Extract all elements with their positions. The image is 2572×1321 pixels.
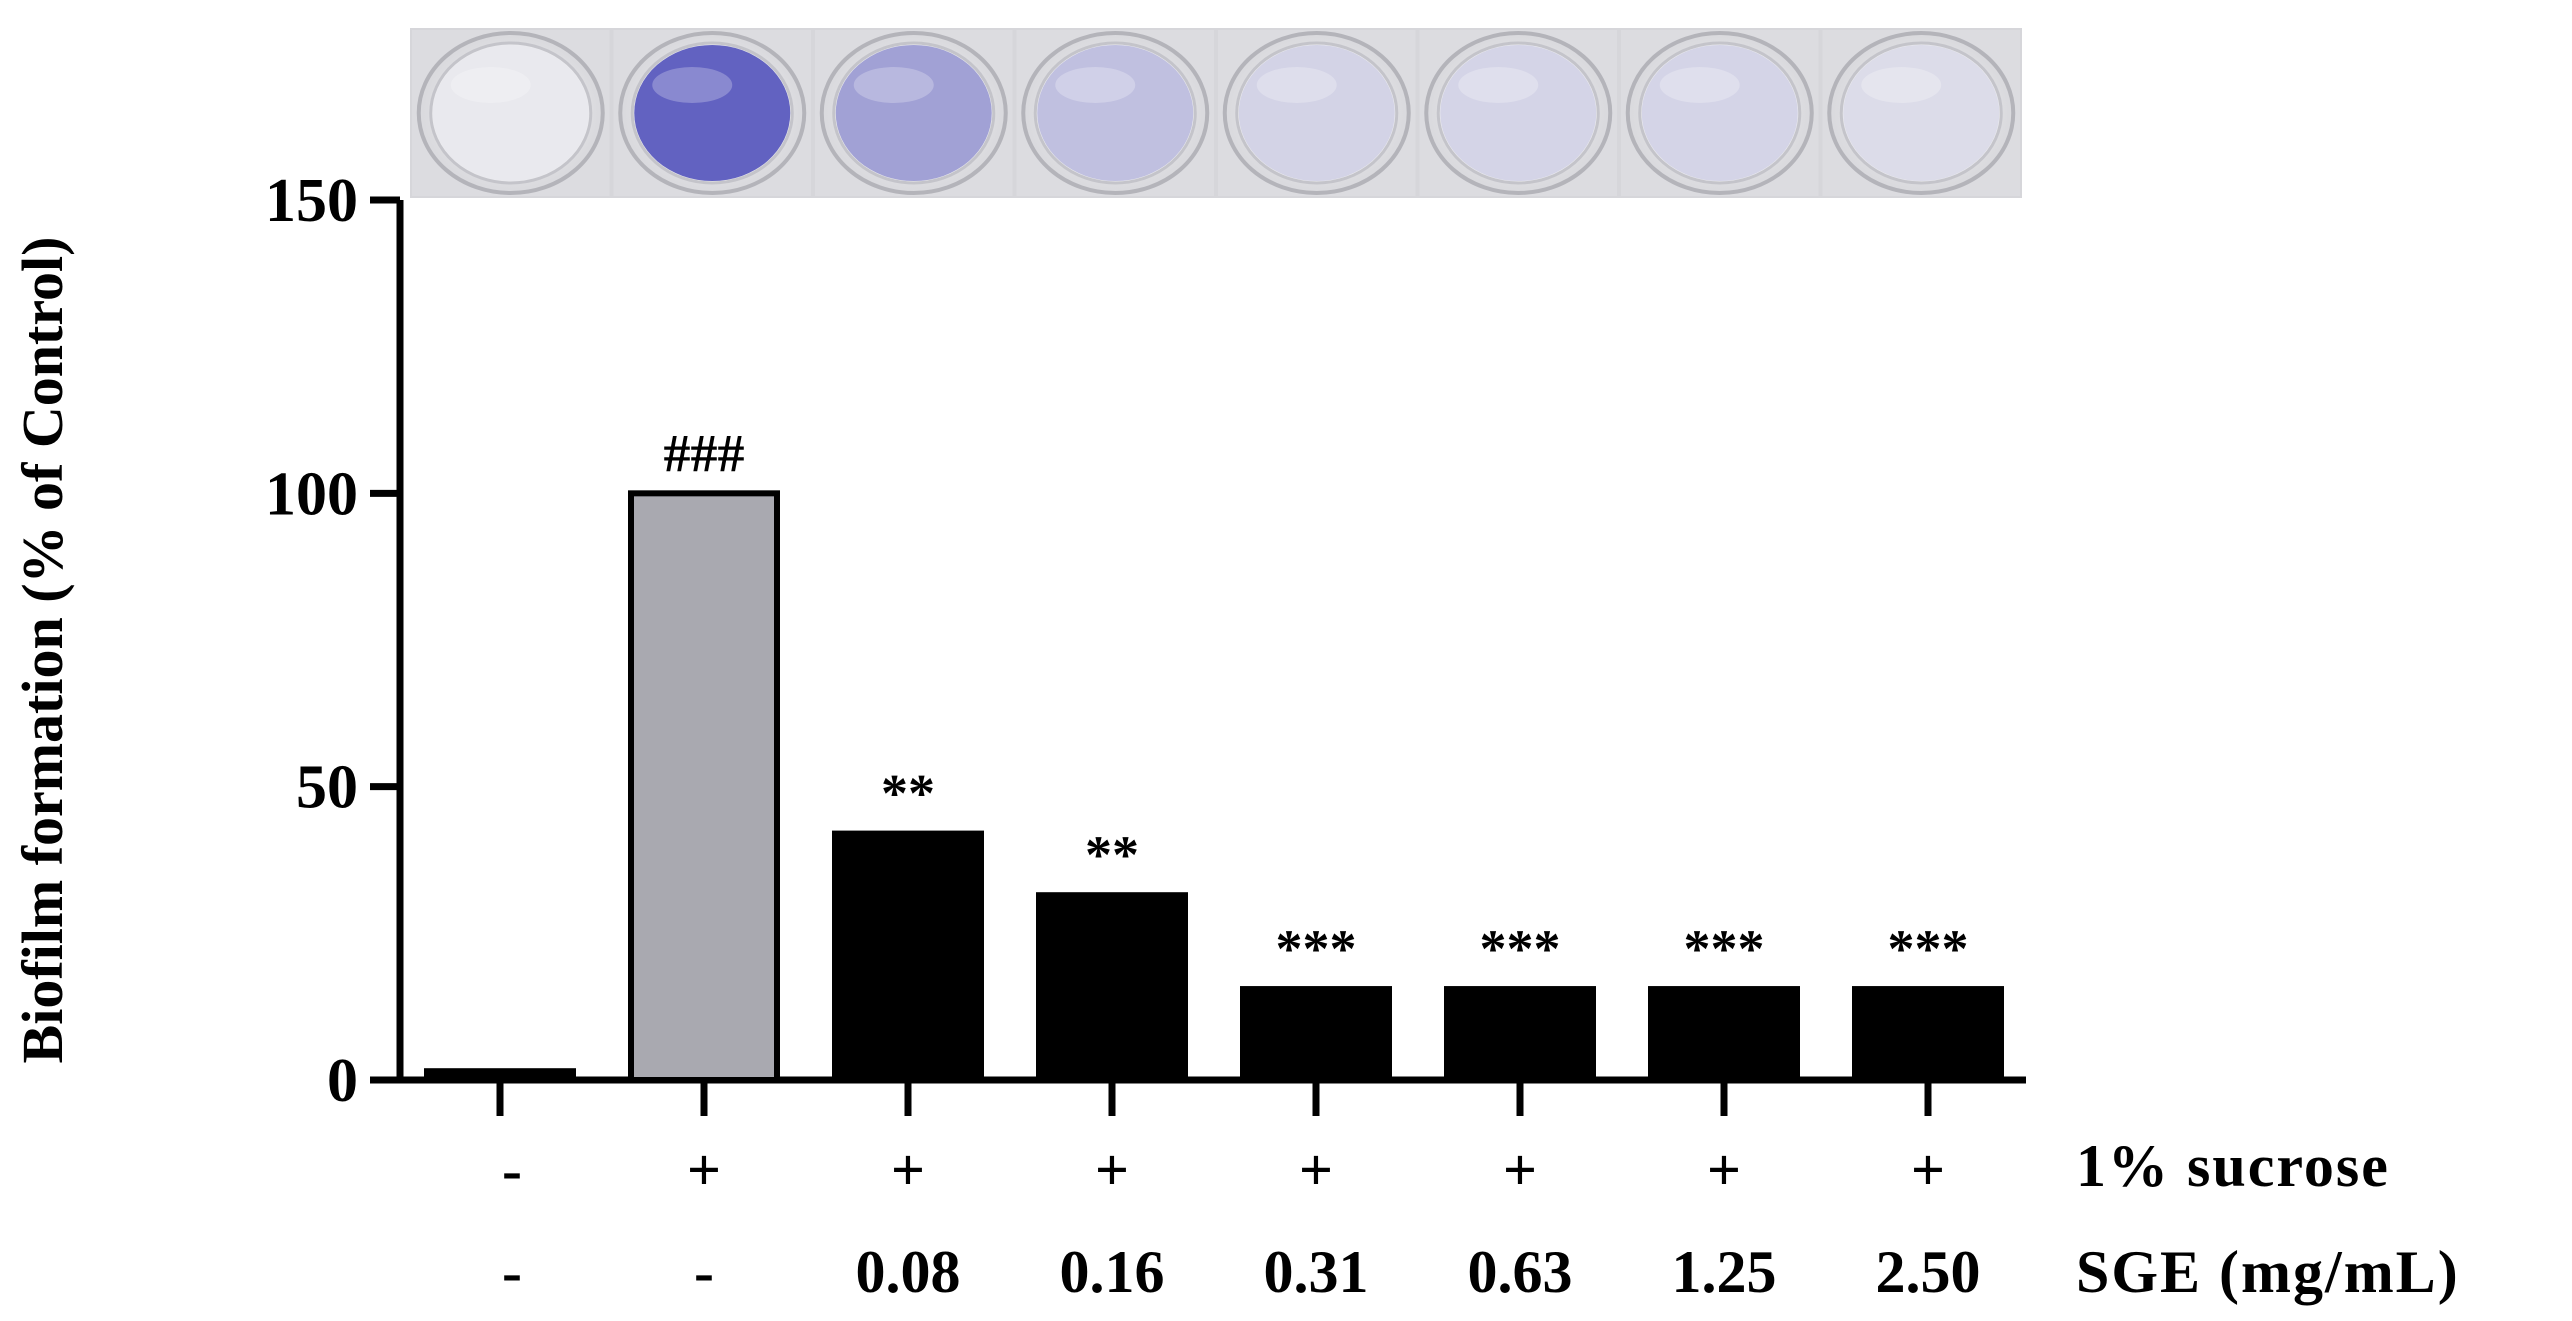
- significance-label: ***: [1684, 919, 1765, 979]
- well-stain: [1238, 45, 1395, 181]
- sucrose-value: +: [891, 1137, 925, 1203]
- well-highlight: [1458, 67, 1539, 103]
- significance-label: **: [881, 764, 935, 824]
- significance-label: ***: [1480, 919, 1561, 979]
- well-stain: [433, 45, 589, 181]
- bar: [628, 490, 780, 1084]
- well-inner: [1839, 41, 2003, 185]
- well-highlight: [450, 67, 531, 103]
- well-stain: [1843, 45, 2000, 181]
- sge-row-label: SGE (mg/mL): [2076, 1239, 2460, 1305]
- significance-label: ***: [1888, 919, 1969, 979]
- sucrose-value: +: [1911, 1137, 1945, 1203]
- y-tick-label: 0: [327, 1047, 358, 1115]
- well-highlight: [1659, 67, 1740, 103]
- sucrose-value: +: [687, 1137, 721, 1203]
- y-ticks: 0 50 100 150: [265, 167, 400, 1115]
- well-highlight: [652, 67, 733, 103]
- significance-label: ###: [664, 423, 745, 483]
- bar: [832, 830, 984, 1083]
- well-stain: [1037, 45, 1194, 181]
- sge-value: 0.16: [1060, 1239, 1165, 1305]
- bar: [1648, 986, 1800, 1083]
- well-highlight: [1055, 67, 1136, 103]
- significance-labels: ###******* *** *** ***: [664, 423, 1969, 979]
- well-plate-images: [410, 28, 2022, 198]
- x-ticks: [496, 1080, 1932, 1116]
- well-inner: [1638, 41, 1802, 185]
- significance-label: ***: [1276, 919, 1357, 979]
- well-inner: [1235, 41, 1399, 185]
- sucrose-value: +: [1299, 1137, 1333, 1203]
- bar: [1852, 986, 2004, 1083]
- well-highlight: [853, 67, 934, 103]
- sge-value: 0.63: [1468, 1239, 1573, 1305]
- sge-value: -: [502, 1239, 522, 1305]
- well-inner: [832, 41, 996, 185]
- sucrose-value: +: [1503, 1137, 1537, 1203]
- sucrose-value: -: [502, 1137, 522, 1203]
- y-tick-label: 50: [296, 754, 358, 822]
- bar: [1240, 986, 1392, 1083]
- well-stain: [1641, 45, 1798, 181]
- y-axis-title: Biofilm formation (% of Control): [10, 237, 75, 1064]
- well-highlight: [1861, 67, 1942, 103]
- sge-value: 0.08: [856, 1239, 961, 1305]
- well-stain: [835, 45, 992, 181]
- well-inner: [429, 41, 593, 185]
- y-tick-label: 150: [265, 167, 358, 235]
- well-highlight: [1256, 67, 1337, 103]
- well-stain: [634, 45, 791, 181]
- sucrose-value: +: [1095, 1137, 1129, 1203]
- condition-rows: - + + + + + + + - - 0.08 0.16 0.31 0.63 1.25 2.50: [502, 1137, 1980, 1305]
- y-tick-label: 100: [265, 460, 358, 528]
- well-inner: [1436, 41, 1600, 185]
- well-stain: [1440, 45, 1597, 181]
- bars: [424, 490, 2004, 1084]
- well-inner: [1033, 41, 1197, 185]
- sge-value: 1.25: [1672, 1239, 1777, 1305]
- significance-label: **: [1085, 825, 1139, 885]
- bar: [424, 1068, 576, 1083]
- sge-value: 2.50: [1876, 1239, 1981, 1305]
- bar: [1444, 986, 1596, 1083]
- sge-value: 0.31: [1264, 1239, 1369, 1305]
- sge-value: -: [694, 1239, 714, 1305]
- sucrose-value: +: [1707, 1137, 1741, 1203]
- bar: [1036, 892, 1188, 1084]
- sucrose-row-label: 1% sucrose: [2076, 1133, 2390, 1199]
